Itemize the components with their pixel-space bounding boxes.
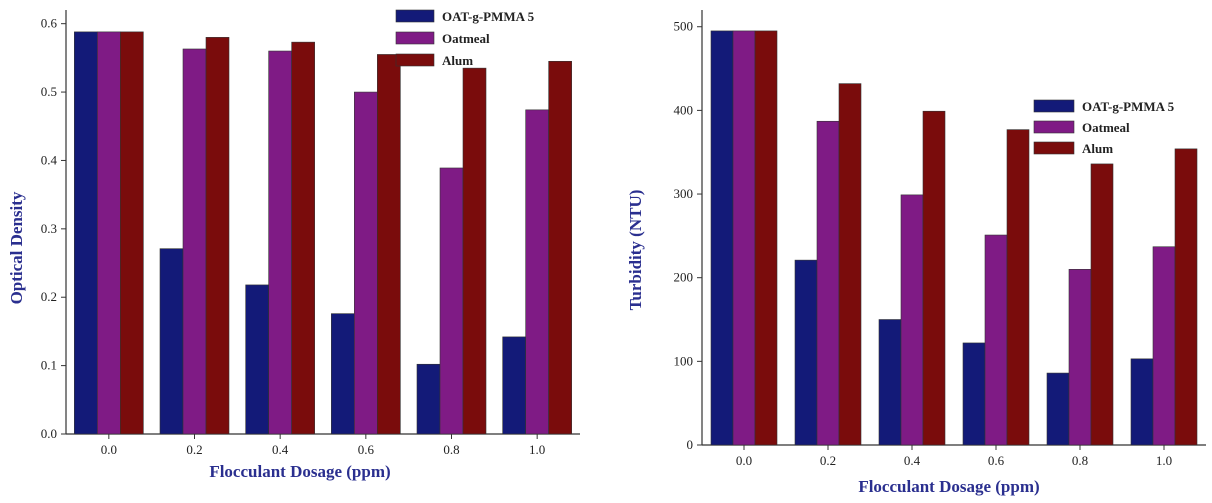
legend: OAT-g-PMMA 5 Oatmeal Alum [395, 9, 535, 68]
bar-alum-0-4 [922, 110, 946, 446]
y-tick-label: 0.3 [41, 221, 57, 236]
x-tick-label: 0.2 [820, 453, 836, 468]
x-tick-label: 0.0 [101, 442, 117, 457]
optical-density-chart: 0.0 0.1 0.2 0.3 0.4 0.5 0.6 0.0 0.2 0.4 0.6 0.8 1.0 … [0, 0, 600, 498]
bar-oat-g-pmma-5-0-4 [878, 319, 902, 446]
y-tick-label: 400 [674, 102, 694, 117]
y-axis-title: Turbidity (NTU) [626, 190, 645, 311]
legend-label-oatmeal: Oatmeal [1082, 120, 1130, 135]
bar-alum-1-0 [548, 60, 572, 435]
legend-swatch-oatmeal [1033, 120, 1075, 134]
legend-swatch-alum [1033, 141, 1075, 155]
y-tick-label: 0 [687, 437, 694, 452]
x-tick-label: 0.0 [736, 453, 752, 468]
legend-label-oat-g-pmma-5: OAT-g-PMMA 5 [442, 9, 535, 24]
bar-oatmeal-1-0 [525, 109, 549, 435]
x-axis-title: Flocculant Dosage (ppm) [858, 477, 1039, 496]
bar-oatmeal-0-6 [354, 91, 378, 435]
bar-oatmeal-0-0 [732, 30, 756, 446]
bar-alum-0-8 [1090, 163, 1114, 446]
bar-alum-1-0 [1174, 148, 1198, 446]
bar-oat-g-pmma-5-0-6 [962, 342, 986, 446]
x-tick-label: 1.0 [1156, 453, 1172, 468]
bar-alum-0-6 [377, 54, 401, 435]
bar-alum-0-2 [838, 83, 862, 446]
bar-oat-g-pmma-5-0-8 [416, 363, 441, 435]
legend-label-oat-g-pmma-5: OAT-g-PMMA 5 [1082, 99, 1175, 114]
bar-oatmeal-0-6 [984, 234, 1008, 446]
bar-oat-g-pmma-5-0-8 [1046, 372, 1070, 446]
bar-oat-g-pmma-5-0-4 [245, 284, 269, 435]
legend-label-alum: Alum [442, 53, 473, 68]
x-tick-label: 0.8 [443, 442, 459, 457]
y-tick-label: 300 [674, 186, 694, 201]
y-tick-label: 200 [674, 270, 694, 285]
turbidity-chart-svg: 0 100 200 300 400 500 0.0 0.2 0.4 0.6 0.8 1.0 Turbi… [626, 10, 1206, 496]
bar-alum-0-8 [462, 67, 487, 435]
y-tick-label: 0.4 [41, 152, 58, 167]
bar-alum-0-0 [120, 31, 144, 435]
x-tick-label: 0.8 [1072, 453, 1088, 468]
bar-oatmeal-1-0 [1152, 246, 1176, 446]
bar-oat-g-pmma-5-1-0 [1130, 358, 1154, 446]
bar-oatmeal-0-0 [97, 31, 121, 435]
bar-oatmeal-0-4 [268, 50, 292, 435]
bar-alum-0-4 [291, 41, 315, 435]
x-tick-label: 0.6 [988, 453, 1005, 468]
y-tick-label: 500 [674, 19, 694, 34]
legend-swatch-oat-g-pmma-5 [395, 9, 435, 23]
bar-oatmeal-0-4 [900, 194, 924, 446]
x-tick-label: 0.2 [186, 442, 202, 457]
bar-oat-g-pmma-5-0-6 [331, 313, 355, 435]
bar-oat-g-pmma-5-0-2 [794, 259, 818, 446]
bar-alum-0-2 [205, 37, 230, 435]
legend-swatch-oat-g-pmma-5 [1033, 99, 1075, 113]
y-tick-label: 0.2 [41, 289, 57, 304]
bar-oatmeal-0-2 [182, 48, 207, 435]
x-tick-label: 0.6 [358, 442, 375, 457]
legend: OAT-g-PMMA 5 Oatmeal Alum [1033, 99, 1175, 156]
x-tick-label: 0.4 [904, 453, 921, 468]
bar-alum-0-0 [754, 30, 778, 446]
x-tick-label: 0.4 [272, 442, 289, 457]
bar-oatmeal-0-8 [1068, 269, 1092, 446]
y-tick-label: 0.0 [41, 426, 57, 441]
y-tick-label: 0.6 [41, 16, 58, 31]
bar-oatmeal-0-2 [816, 120, 840, 446]
bar-oat-g-pmma-5-1-0 [502, 336, 526, 435]
legend-swatch-oatmeal [395, 31, 435, 45]
x-tick-label: 1.0 [529, 442, 545, 457]
bar-alum-0-6 [1006, 129, 1030, 446]
optical-density-chart-svg: 0.00.10.20.30.40.50.60.0 0.2 0.4 0.6 0.8 1.0 … [7, 9, 580, 481]
legend-label-oatmeal: Oatmeal [442, 31, 490, 46]
turbidity-chart: 0 100 200 300 400 500 0.0 0.2 0.4 0.6 0.8 1.0 Turbi… [606, 0, 1212, 498]
x-axis-title: Flocculant Dosage (ppm) [209, 462, 390, 481]
bar-oatmeal-0-8 [439, 167, 464, 435]
bar-oat-g-pmma-5-0-0 [74, 31, 98, 435]
bar-oat-g-pmma-5-0-2 [159, 248, 184, 435]
y-axis-title: Optical Density [7, 191, 26, 304]
legend-label-alum: Alum [1082, 141, 1113, 156]
bar-oat-g-pmma-5-0-0 [710, 30, 734, 446]
legend-swatch-alum [395, 53, 435, 67]
y-tick-label: 0.1 [41, 358, 57, 373]
y-tick-label: 100 [674, 353, 694, 368]
y-tick-label: 0.5 [41, 84, 57, 99]
